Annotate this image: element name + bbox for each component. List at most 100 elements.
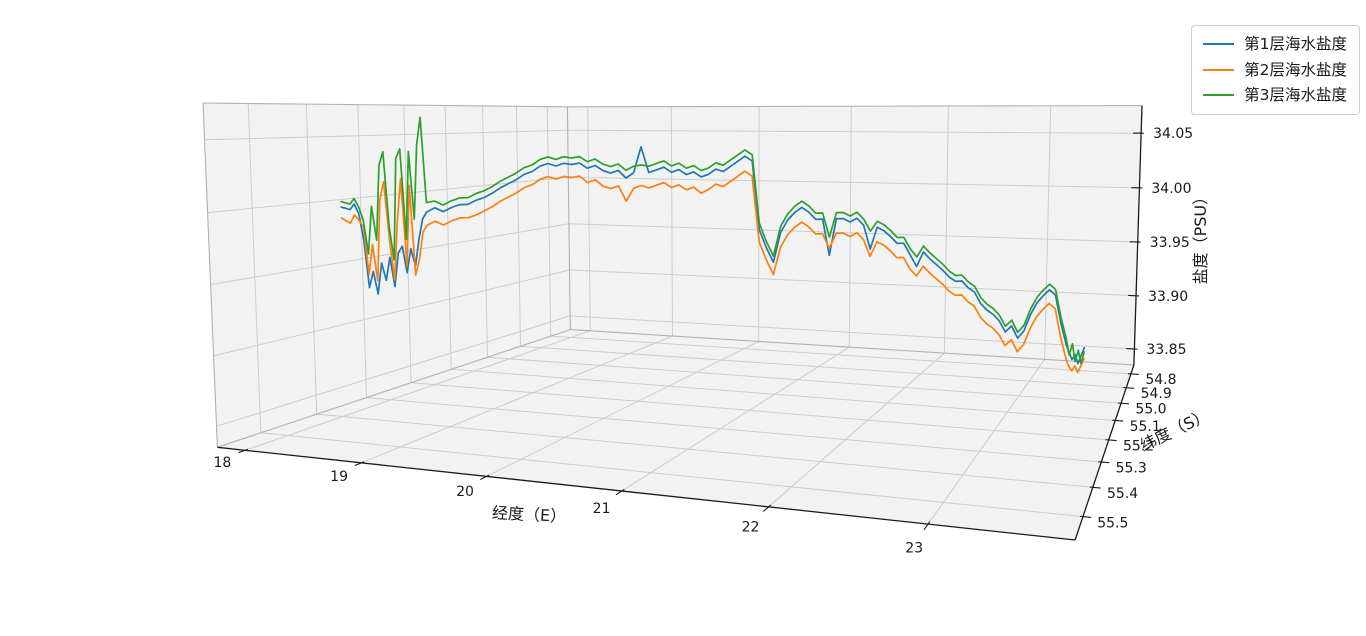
y-tick-label: 54.9 bbox=[1141, 386, 1172, 402]
y-tick-label: 55.5 bbox=[1097, 516, 1128, 532]
grid-line bbox=[444, 105, 452, 370]
grid-line bbox=[546, 106, 552, 337]
legend-entry-layer1[interactable]: 第1层海水盐度 bbox=[1203, 35, 1347, 54]
z-tick-label: 34.05 bbox=[1153, 126, 1193, 142]
x-tick-label: 19 bbox=[330, 469, 348, 485]
grid-lines bbox=[204, 103, 1142, 525]
grid-line bbox=[451, 368, 1116, 421]
legend-line-swatch-layer2 bbox=[1203, 68, 1235, 71]
z-tick-mark bbox=[1128, 294, 1140, 297]
y-tick-mark bbox=[1118, 402, 1130, 405]
grid-line bbox=[411, 382, 1109, 441]
legend-box: 第1层海水盐度 第2层海水盐度 第3层海水盐度 bbox=[1191, 25, 1360, 115]
grid-line bbox=[216, 315, 571, 427]
series-line-layer2 bbox=[340, 170, 1085, 374]
grid-line bbox=[520, 345, 1127, 389]
grid-line bbox=[316, 413, 1093, 488]
y-tick-label: 55.0 bbox=[1135, 401, 1166, 417]
box-edge bbox=[217, 329, 571, 448]
grid-line bbox=[486, 340, 759, 477]
y-tick-mark bbox=[1123, 386, 1135, 389]
grid-line bbox=[848, 106, 852, 348]
pane-floor bbox=[217, 329, 1134, 540]
box-edge bbox=[202, 102, 568, 108]
grid-line bbox=[943, 105, 949, 354]
grid-line bbox=[487, 356, 1122, 404]
grid-line bbox=[482, 105, 488, 358]
box-edges bbox=[202, 102, 1143, 448]
series-line-layer3 bbox=[340, 116, 1086, 365]
legend-line-swatch-layer1 bbox=[1203, 43, 1235, 46]
grid-line bbox=[305, 104, 318, 415]
grid-line bbox=[568, 223, 1138, 243]
z-tick-label: 33.85 bbox=[1146, 342, 1186, 358]
grid-line bbox=[587, 106, 591, 331]
y-tick-label: 55.1 bbox=[1130, 419, 1161, 435]
x-tick-label: 22 bbox=[742, 520, 760, 536]
grid-line bbox=[1044, 105, 1052, 360]
box-edge bbox=[566, 106, 571, 330]
y-tick-mark bbox=[1112, 419, 1124, 422]
x-tick-mark bbox=[923, 521, 931, 531]
z-tick-mark bbox=[1126, 348, 1138, 350]
legend-label-layer2: 第2层海水盐度 bbox=[1244, 60, 1347, 79]
x-tick-label: 20 bbox=[456, 484, 474, 500]
grid-line bbox=[570, 315, 1135, 350]
data-series bbox=[340, 116, 1086, 374]
grid-line bbox=[927, 359, 1046, 525]
z-axis-line bbox=[1133, 105, 1143, 366]
y-tick-label: 55.2 bbox=[1123, 438, 1154, 454]
box-edge bbox=[567, 105, 1143, 108]
y-tick-mark bbox=[1089, 486, 1101, 489]
series-line-layer1 bbox=[340, 146, 1086, 365]
z-tick-label: 34.00 bbox=[1151, 181, 1191, 197]
x-tick-mark bbox=[480, 474, 490, 480]
x-axis-title: 经度（E） bbox=[492, 503, 567, 526]
grid-line bbox=[768, 352, 945, 508]
y-tick-label: 55.4 bbox=[1107, 486, 1138, 502]
legend-line-swatch-layer3 bbox=[1203, 94, 1235, 97]
x-tick-label: 18 bbox=[213, 455, 231, 471]
tick-labels: 18 19 20 21 22 23 55.5 55.4 55.3 55.2 55.1 55.054.9… bbox=[213, 126, 1193, 557]
z-tick-label: 33.95 bbox=[1150, 235, 1190, 251]
legend-label-layer3: 第3层海水盐度 bbox=[1244, 86, 1347, 105]
x-tick-mark bbox=[615, 488, 625, 496]
y-tick-label: 55.3 bbox=[1116, 461, 1147, 477]
grid-line bbox=[247, 103, 262, 433]
x-tick-mark bbox=[238, 448, 249, 454]
z-axis-title: 盐度（PSU） bbox=[1191, 189, 1210, 285]
grid-line bbox=[260, 432, 1083, 518]
z-tick-label: 33.90 bbox=[1148, 289, 1188, 305]
x-tick-mark bbox=[354, 461, 365, 467]
grid-line bbox=[357, 104, 367, 398]
y-tick-mark bbox=[1079, 515, 1091, 518]
legend-entry-layer2[interactable]: 第2层海水盐度 bbox=[1203, 61, 1347, 80]
grid-line bbox=[204, 129, 568, 141]
y-tick-mark bbox=[1098, 461, 1110, 464]
grid-line bbox=[568, 176, 1140, 189]
grid-line bbox=[621, 346, 850, 492]
grid-line bbox=[210, 223, 569, 286]
y-tick-mark bbox=[1105, 439, 1117, 442]
grid-line bbox=[366, 397, 1102, 463]
grid-line bbox=[361, 335, 673, 464]
legend-entry-layer3[interactable]: 第3层海水盐度 bbox=[1203, 86, 1347, 105]
grid-line bbox=[550, 335, 1131, 375]
y-axis-line bbox=[1074, 364, 1135, 541]
x-tick-label: 23 bbox=[905, 541, 923, 557]
x-tick-label: 21 bbox=[593, 501, 611, 517]
grid-line bbox=[670, 106, 673, 337]
box-edge bbox=[570, 329, 1134, 366]
grid-line bbox=[244, 330, 591, 451]
grid-line bbox=[567, 129, 1142, 134]
y-tick-mark bbox=[1127, 373, 1139, 375]
legend-label-layer1: 第1层海水盐度 bbox=[1244, 35, 1347, 53]
axes-panes bbox=[203, 103, 1142, 540]
pane-back-wall bbox=[567, 105, 1142, 365]
grid-line bbox=[213, 269, 570, 357]
box-edge bbox=[202, 102, 218, 448]
y-tick-label: 54.8 bbox=[1145, 372, 1176, 388]
grid-line bbox=[515, 106, 521, 347]
